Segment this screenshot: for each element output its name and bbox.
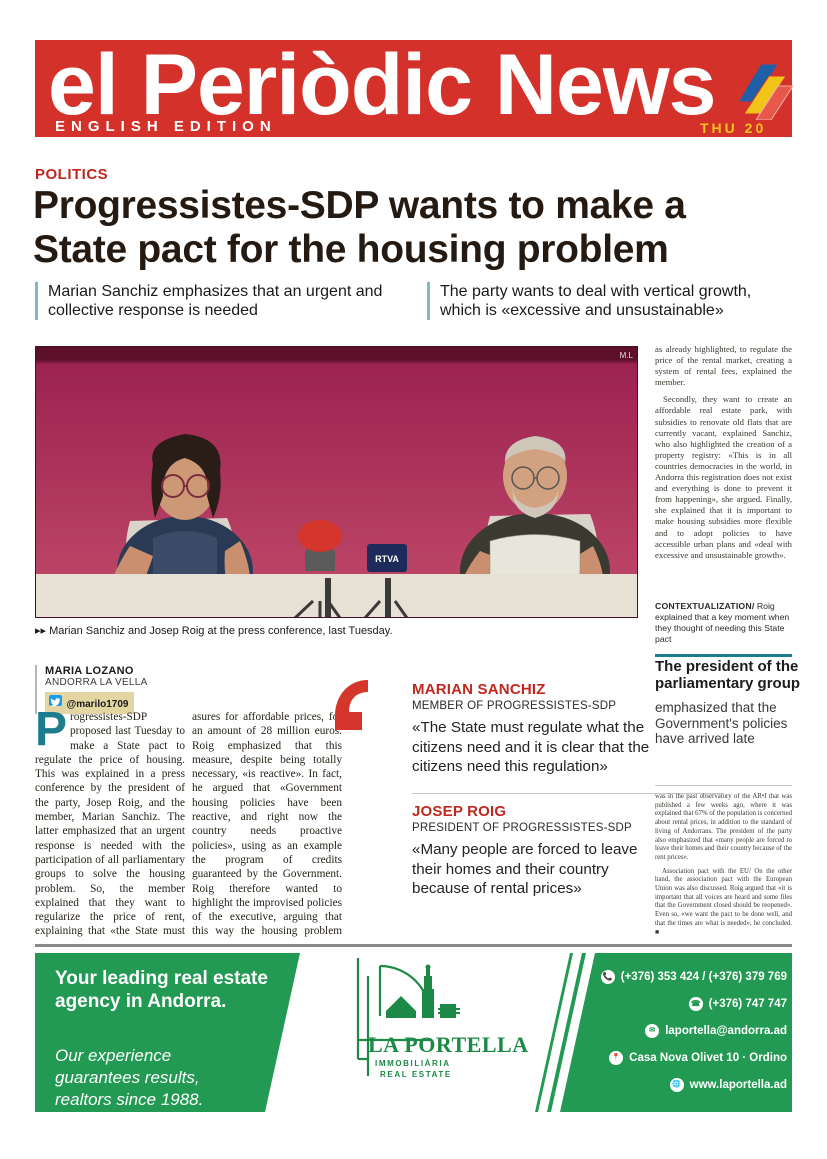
svg-text:REAL ESTATE: REAL ESTATE [380, 1070, 452, 1079]
svg-text:IMMOBILIÀRIA: IMMOBILIÀRIA [375, 1059, 451, 1068]
